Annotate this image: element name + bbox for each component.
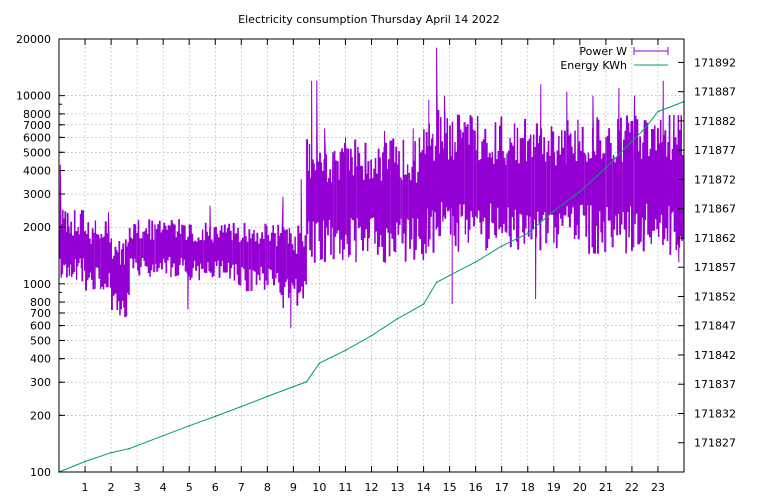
y-tick-label-100: 100 bbox=[30, 466, 51, 479]
energy-point bbox=[344, 349, 347, 352]
energy-point bbox=[435, 281, 438, 284]
y2-tick-label-171827: 171827 bbox=[694, 437, 736, 450]
energy-point bbox=[370, 334, 373, 337]
energy-point bbox=[579, 190, 581, 193]
x-tick-label-1: 1 bbox=[82, 481, 89, 494]
x-tick-label-2: 2 bbox=[108, 481, 115, 494]
x-tick-label-11: 11 bbox=[338, 481, 352, 494]
y-tick-label-3000: 3000 bbox=[23, 188, 51, 201]
energy-point bbox=[527, 232, 529, 235]
x-tick-label-3: 3 bbox=[134, 481, 141, 494]
energy-point bbox=[162, 434, 164, 437]
y-tick-label-8000: 8000 bbox=[23, 108, 51, 121]
energy-point bbox=[396, 317, 399, 320]
y-tick-label-4000: 4000 bbox=[23, 165, 51, 178]
energy-point bbox=[305, 381, 308, 383]
y-tick-label-6000: 6000 bbox=[23, 131, 51, 144]
y2-tick-label-171887: 171887 bbox=[694, 86, 736, 99]
y2-tick-label-171877: 171877 bbox=[694, 144, 736, 157]
x-tick-label-9: 9 bbox=[290, 481, 297, 494]
x-tick-label-10: 10 bbox=[312, 481, 326, 494]
y2-tick-label-171847: 171847 bbox=[694, 320, 736, 333]
y2-tick-label-171867: 171867 bbox=[694, 203, 736, 216]
energy-point bbox=[657, 110, 659, 113]
energy-point bbox=[422, 303, 425, 305]
x-tick-label-6: 6 bbox=[212, 481, 219, 494]
x-tick-label-8: 8 bbox=[264, 481, 271, 494]
energy-point bbox=[84, 460, 86, 463]
energy-point bbox=[292, 385, 295, 388]
x-tick-label-21: 21 bbox=[599, 481, 613, 494]
legend-label-power: Power W bbox=[579, 45, 627, 58]
x-tick-label-16: 16 bbox=[469, 481, 483, 494]
y2-tick-label-171842: 171842 bbox=[694, 349, 736, 362]
x-tick-label-23: 23 bbox=[651, 481, 665, 494]
y2-tick-label-171872: 171872 bbox=[694, 173, 736, 186]
energy-point bbox=[128, 447, 131, 450]
x-tick-label-15: 15 bbox=[443, 481, 457, 494]
x-tick-label-13: 13 bbox=[391, 481, 405, 494]
y2-tick-label-171832: 171832 bbox=[694, 407, 736, 420]
energy-point bbox=[214, 415, 217, 418]
energy-point bbox=[644, 127, 646, 130]
y-tick-label-300: 300 bbox=[30, 376, 51, 389]
legend: Power W Energy KWh bbox=[560, 45, 669, 72]
x-tick-label-14: 14 bbox=[417, 481, 431, 494]
energy-point bbox=[266, 395, 269, 398]
y2-tick-label-171857: 171857 bbox=[694, 261, 736, 274]
y-tick-label-1000: 1000 bbox=[23, 278, 51, 291]
energy-point bbox=[474, 261, 477, 263]
y2-tick-label-171837: 171837 bbox=[694, 378, 736, 391]
y-tick-label-7000: 7000 bbox=[23, 119, 51, 132]
y-tick-label-400: 400 bbox=[30, 353, 51, 366]
x-tick-label-18: 18 bbox=[521, 481, 535, 494]
energy-point bbox=[318, 362, 321, 365]
energy-point bbox=[110, 451, 112, 454]
x-tick-label-19: 19 bbox=[547, 481, 561, 494]
x-tick-label-12: 12 bbox=[365, 481, 379, 494]
y-tick-label-5000: 5000 bbox=[23, 146, 51, 159]
y-tick-label-700: 700 bbox=[30, 307, 51, 320]
y-tick-label-800: 800 bbox=[30, 296, 51, 309]
y-tick-label-600: 600 bbox=[30, 320, 51, 333]
y2-tick-label-171892: 171892 bbox=[694, 56, 736, 69]
y-tick-label-20000: 20000 bbox=[16, 33, 51, 46]
chart-title: Electricity consumption Thursday April 1… bbox=[238, 13, 500, 26]
x-tick-label-4: 4 bbox=[160, 481, 167, 494]
y2-tick-label-171882: 171882 bbox=[694, 115, 736, 128]
energy-point bbox=[500, 245, 503, 247]
energy-point bbox=[631, 140, 633, 143]
x-tick-label-7: 7 bbox=[238, 481, 245, 494]
y-tick-label-10000: 10000 bbox=[16, 90, 51, 103]
series-energy-line bbox=[58, 101, 685, 473]
tick-layer: 1 2 3 4 5 6 7 8 9 10 11 12 13 14 15 16 17 18 19 20 21 22 23100… bbox=[16, 33, 736, 494]
y2-tick-label-171852: 171852 bbox=[694, 290, 736, 303]
x-tick-label-20: 20 bbox=[573, 481, 587, 494]
legend-label-energy: Energy KWh bbox=[560, 59, 627, 72]
energy-point bbox=[553, 210, 555, 212]
energy-point bbox=[240, 405, 243, 408]
energy-point bbox=[448, 274, 451, 277]
y2-tick-label-171862: 171862 bbox=[694, 232, 736, 245]
energy-point bbox=[188, 425, 190, 427]
series-power-line bbox=[59, 47, 684, 329]
x-tick-label-5: 5 bbox=[186, 481, 193, 494]
grid bbox=[59, 38, 684, 473]
x-tick-label-22: 22 bbox=[625, 481, 639, 494]
y-tick-label-500: 500 bbox=[30, 334, 51, 347]
y-tick-label-200: 200 bbox=[30, 409, 51, 422]
energy-point bbox=[605, 166, 607, 169]
y-tick-label-2000: 2000 bbox=[23, 221, 51, 234]
x-tick-label-17: 17 bbox=[495, 481, 509, 494]
series-layer bbox=[58, 47, 685, 473]
